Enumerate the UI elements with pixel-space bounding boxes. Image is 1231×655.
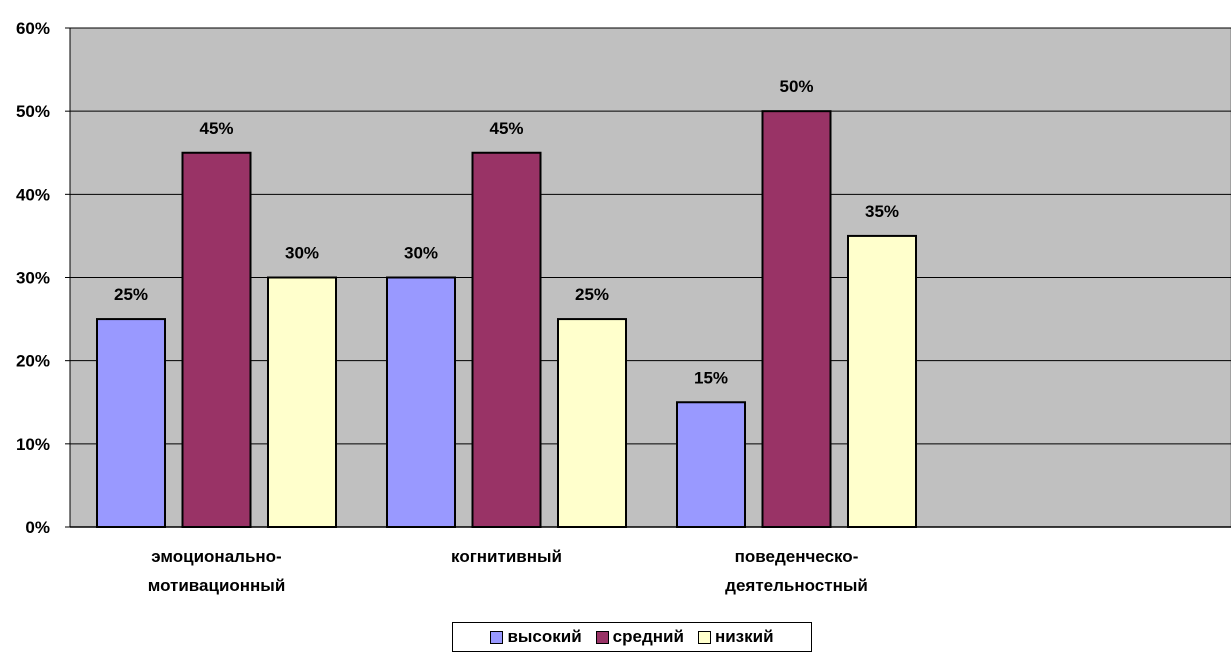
- legend-item: высокий: [490, 627, 582, 647]
- data-label: 30%: [285, 244, 319, 263]
- bar: [847, 234, 917, 529]
- legend: высокий средний низкий: [452, 622, 812, 652]
- data-label: 25%: [575, 285, 609, 304]
- data-label: 45%: [489, 119, 523, 138]
- y-tick-label: 0%: [25, 518, 50, 537]
- y-tick-label: 60%: [16, 19, 50, 38]
- data-label: 30%: [404, 244, 438, 263]
- x-category-label: эмоционально-: [151, 547, 281, 566]
- bar: [181, 151, 252, 528]
- x-category-label: деятельностный: [725, 576, 868, 595]
- legend-label: низкий: [714, 627, 774, 646]
- legend-swatch: [595, 630, 609, 644]
- bar: [386, 276, 456, 528]
- y-tick-label: 20%: [16, 352, 50, 371]
- legend-swatch: [697, 630, 711, 644]
- bar: [96, 318, 166, 529]
- legend-label: высокий: [507, 627, 582, 646]
- data-label: 35%: [865, 202, 899, 221]
- x-category-label: поведенческо-: [735, 547, 859, 566]
- x-category-label: мотивационный: [148, 576, 286, 595]
- data-label: 15%: [694, 368, 728, 387]
- x-category-label: когнитивный: [451, 547, 562, 566]
- y-tick-label: 50%: [16, 102, 50, 121]
- bar: [761, 110, 832, 529]
- bar: [557, 318, 627, 529]
- y-tick-label: 30%: [16, 269, 50, 288]
- bar: [267, 276, 337, 528]
- y-tick-label: 10%: [16, 435, 50, 454]
- y-tick-label: 40%: [16, 185, 50, 204]
- legend-item: средний: [595, 627, 684, 647]
- bar: [471, 151, 542, 528]
- legend-item: низкий: [697, 627, 774, 647]
- data-label: 25%: [114, 285, 148, 304]
- data-label: 45%: [199, 119, 233, 138]
- legend-swatch: [490, 630, 504, 644]
- legend-label: средний: [612, 627, 684, 646]
- bar: [676, 401, 746, 528]
- data-label: 50%: [779, 77, 813, 96]
